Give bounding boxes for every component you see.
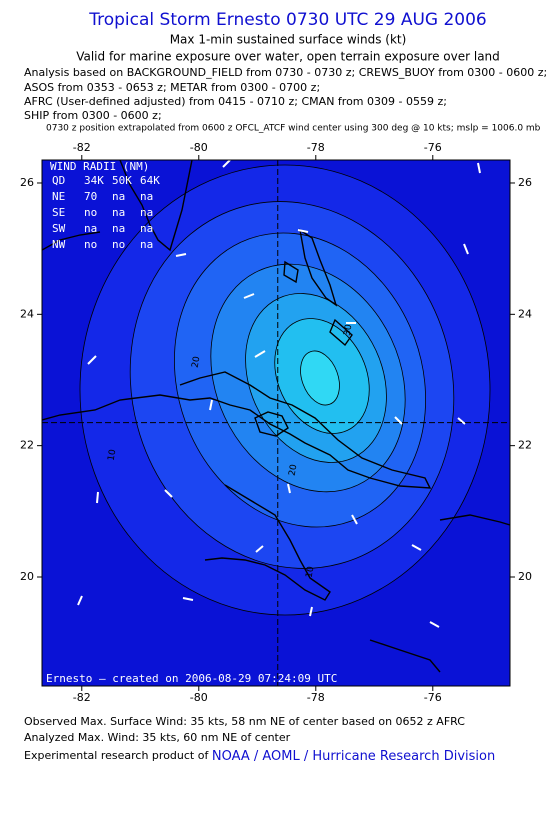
x-tick-label: -78 xyxy=(307,691,325,704)
wind-radii-cell: na xyxy=(140,222,153,235)
credit-prefix: Experimental research product of xyxy=(24,749,209,762)
observed-max: Observed Max. Surface Wind: 35 kts, 58 n… xyxy=(24,715,465,728)
wind-radii-cell: no xyxy=(112,238,125,251)
axes: -82 -82 -80 -80 -78 -78 -76 -76 20 20 22 22 24 24 26 26 xyxy=(20,141,532,704)
wind-radii-cell: na xyxy=(84,222,97,235)
wind-radii-header: QD xyxy=(52,174,65,187)
barb xyxy=(182,597,194,601)
contour-band xyxy=(300,350,340,406)
barb xyxy=(351,514,358,525)
barb xyxy=(96,491,99,504)
wind-radii-cell: NW xyxy=(52,238,66,251)
x-tick-label: -78 xyxy=(307,141,325,154)
contour-label: 20 xyxy=(288,463,300,476)
y-tick-label: 20 xyxy=(20,570,34,583)
credit-link[interactable]: NOAA / AOML / Hurricane Research Divisio… xyxy=(212,749,495,764)
wind-radii-header: 50K xyxy=(112,174,132,187)
contour-label: 10 xyxy=(107,448,119,461)
y-tick-label: 22 xyxy=(20,439,34,452)
wind-radii-cell: na xyxy=(140,206,153,219)
wind-radii-cell: NE xyxy=(52,190,65,203)
overlay: 20 20 30 10 10 WIND RADII (NM)QD 34K 50K 64K NE 70… xyxy=(42,160,510,686)
created-credit: Ernesto — created on 2006-08-29 07:24:09… xyxy=(46,672,337,685)
y-tick-label: 26 xyxy=(20,176,34,189)
barb xyxy=(463,243,469,255)
barb xyxy=(309,606,313,617)
x-tick-label: -80 xyxy=(190,141,208,154)
contour-label: 10 xyxy=(305,565,317,578)
wind-contours xyxy=(79,164,491,616)
wind-radii-cell: na xyxy=(140,190,153,203)
barb xyxy=(477,162,481,174)
wind-radii-header: 64K xyxy=(140,174,160,187)
analysis-line: SHIP from 0300 - 0600 z; xyxy=(24,109,162,122)
barb xyxy=(255,545,264,553)
barb xyxy=(297,229,309,233)
plot-area: 20 20 30 10 10 WIND RADII (NM)QD 34K 50K 64K NE 70… xyxy=(42,160,510,686)
barb xyxy=(243,293,255,299)
title: Tropical Storm Ernesto 0730 UTC 29 AUG 2… xyxy=(88,10,487,30)
valid-text: Valid for marine exposure over water, op… xyxy=(76,50,500,64)
x-tick-label: -80 xyxy=(190,691,208,704)
barb xyxy=(254,350,266,358)
barb xyxy=(77,595,83,606)
x-tick-label: -82 xyxy=(73,691,91,704)
wind-radii-cell: na xyxy=(112,190,125,203)
wind-radii-cell: no xyxy=(84,238,97,251)
wind-radii-title: WIND RADII (NM) xyxy=(50,160,149,173)
wind-radii-cell: SW xyxy=(52,222,66,235)
plot-frame xyxy=(41,159,511,687)
y-tick-label: 22 xyxy=(518,439,532,452)
x-tick-label: -76 xyxy=(424,691,442,704)
wind-radii-cell: na xyxy=(112,222,125,235)
barb xyxy=(287,483,291,494)
analysis-line: ASOS from 0353 - 0653 z; METAR from 0300… xyxy=(24,81,320,94)
barb xyxy=(87,355,97,365)
barb xyxy=(457,417,466,425)
barb xyxy=(175,253,187,257)
contour-label: 20 xyxy=(191,355,203,368)
coastlines xyxy=(42,160,510,673)
y-tick-label: 20 xyxy=(518,570,532,583)
wind-radii-header: 34K xyxy=(84,174,104,187)
position-note: 0730 z position extrapolated from 0600 z… xyxy=(46,124,541,134)
y-tick-label: 24 xyxy=(518,307,532,320)
y-tick-label: 26 xyxy=(518,176,532,189)
barb xyxy=(209,399,213,411)
wind-barbs xyxy=(77,160,481,628)
y-tick-label: 24 xyxy=(20,307,34,320)
analyzed-max: Analyzed Max. Wind: 35 kts, 60 nm NE of … xyxy=(24,731,291,744)
wind-radii-cell: 70 xyxy=(84,190,97,203)
barb xyxy=(394,416,403,425)
barb xyxy=(429,621,440,628)
analysis-line: AFRC (User-defined adjusted) from 0415 -… xyxy=(24,95,447,108)
wind-radii-cell: SE xyxy=(52,206,65,219)
barb xyxy=(411,544,422,551)
wind-radii-cell: no xyxy=(84,206,97,219)
subtitle: Max 1-min sustained surface winds (kt) xyxy=(170,33,407,47)
wind-radii-cell: na xyxy=(112,206,125,219)
contour-label: 30 xyxy=(343,323,355,336)
x-tick-label: -76 xyxy=(424,141,442,154)
wind-radii-cell: na xyxy=(140,238,153,251)
credit: Experimental research product of NOAA / … xyxy=(24,749,495,764)
barb xyxy=(164,489,173,498)
barb xyxy=(222,160,231,168)
x-tick-label: -82 xyxy=(73,141,91,154)
analysis-line: Analysis based on BACKGROUND_FIELD from … xyxy=(24,66,547,79)
